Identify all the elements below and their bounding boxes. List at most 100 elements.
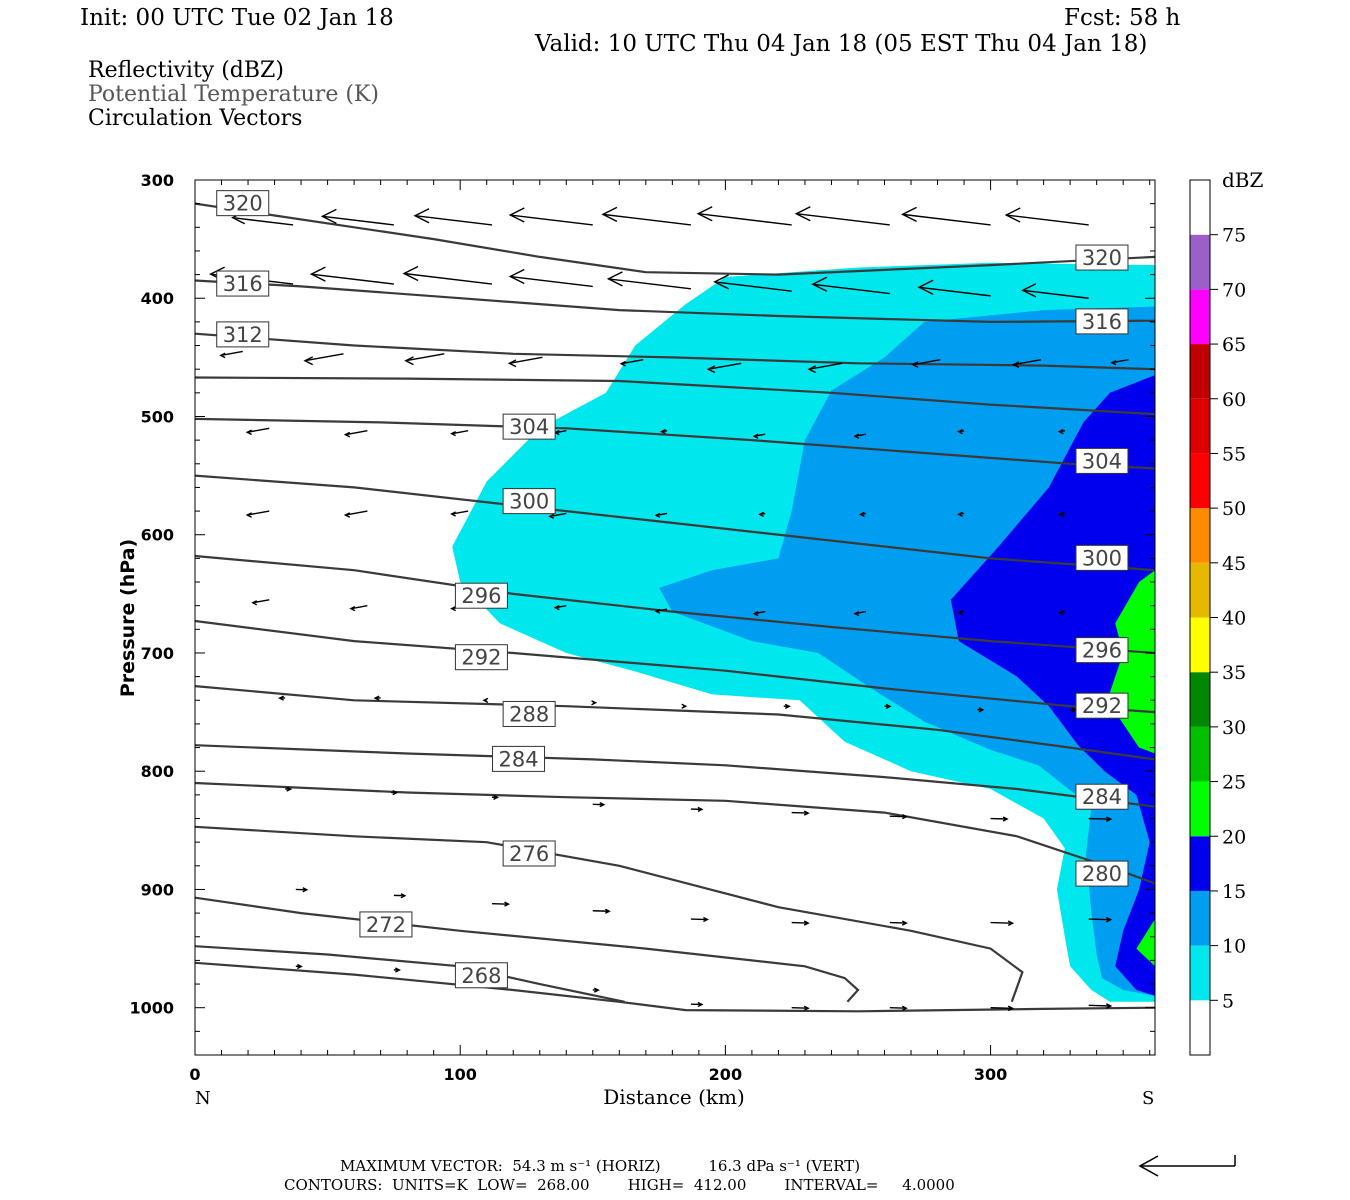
circulation-vector (245, 427, 270, 436)
circulation-vector (373, 695, 381, 701)
circulation-vector (911, 359, 941, 369)
circulation-vector (1088, 916, 1113, 923)
y-tick-label: 700 (141, 644, 174, 663)
colorbar-level-label: 65 (1222, 334, 1246, 356)
svg-text:296: 296 (1082, 639, 1122, 663)
colorbar-bin (1190, 562, 1210, 618)
colorbar-level-label: 35 (1222, 662, 1246, 684)
circulation-vector (791, 920, 810, 926)
svg-text:276: 276 (509, 842, 549, 866)
y-tick-label: 600 (141, 526, 174, 545)
circulation-vector (807, 362, 843, 374)
circulation-vector (592, 987, 600, 993)
colorbar-level-label: 40 (1222, 608, 1246, 630)
plot-frame (194, 179, 1156, 1056)
reflectivity-field-label: Reflectivity (dBZ) (88, 58, 284, 83)
theta-field-label: Potential Temperature (K) (88, 82, 379, 107)
circulation-vector (956, 511, 965, 518)
x-tick-label: 100 (443, 1065, 476, 1084)
theta-contour-292 (195, 619, 1155, 714)
contour-label-300-0: 300 (502, 488, 556, 515)
valid-time: Valid: 10 UTC Thu 04 Jan 18 (05 EST Thu … (535, 31, 1148, 57)
circulation-vector (507, 356, 543, 368)
theta-contour-308 (195, 376, 1155, 416)
svg-text:304: 304 (1082, 449, 1122, 473)
circulation-vector (553, 604, 567, 611)
svg-text:320: 320 (223, 192, 263, 216)
circulation-vector (654, 608, 668, 614)
circulation-vector (251, 599, 270, 606)
theta-contour-268 (195, 945, 625, 1003)
theta-contour-272 (195, 896, 860, 1003)
circulation-vector (482, 697, 489, 703)
contour-labels: 320 320 316 316 312 304 304 300 300 296 296 292 292 2… (216, 190, 1129, 989)
circulation-vector (889, 814, 908, 820)
circulation-vector (752, 433, 766, 439)
colorbar: 5 10 15 20 25 30 35 40 45 50 55 60 65 70 75 (1189, 179, 1246, 1056)
circulation-vector (195, 220, 196, 222)
svg-text:280: 280 (1082, 862, 1122, 886)
circulation-vector (450, 510, 469, 517)
circulation-vector (1004, 207, 1089, 226)
colorbar-bin (1190, 344, 1210, 399)
circulation-vector (1057, 609, 1065, 616)
svg-text:312: 312 (223, 323, 263, 347)
max-vector-text: MAXIMUM VECTOR: 54.3 m s⁻¹ (HORIZ) 16.3 … (340, 1157, 861, 1175)
x-tick-label: 300 (974, 1065, 1007, 1084)
contour-label-288-0: 288 (502, 700, 556, 727)
svg-text:316: 316 (223, 272, 263, 296)
contour-label-276-0: 276 (502, 840, 556, 867)
contour-label-268-0: 268 (454, 962, 508, 989)
circulation-vector (1110, 359, 1129, 366)
circulation-vector (901, 206, 991, 226)
circulation-vector (990, 920, 1015, 927)
theta-contour-312 (195, 332, 1155, 371)
colorbar-level-label: 5 (1222, 990, 1234, 1012)
svg-text:272: 272 (366, 913, 406, 937)
circulation-vector (343, 429, 368, 438)
contour-info-text: CONTOURS: UNITS=K LOW= 268.00 HIGH= 412.… (284, 1176, 955, 1194)
y-tick-labels: 300 400 500 600 700 800 900 1000 (129, 171, 174, 1018)
circulation-vector (956, 429, 965, 435)
colorbar-level-label: 50 (1222, 498, 1246, 520)
circulation-vector (853, 433, 867, 439)
colorbar-level-label: 45 (1222, 553, 1246, 575)
circulation-vector (706, 362, 742, 374)
circulation-vector (794, 206, 890, 226)
south-label: S (1142, 1088, 1154, 1109)
forecast-hour: Fcst: 58 h (1064, 5, 1181, 31)
contour-label-280-0: 280 (1075, 860, 1129, 887)
colorbar-level-label: 25 (1222, 772, 1246, 794)
colorbar-bin (1190, 836, 1210, 891)
circulation-vector (619, 359, 644, 367)
circulation-vector (1088, 816, 1113, 822)
circulation-vector (601, 206, 691, 226)
contour-label-320-0: 320 (216, 190, 270, 217)
circulation-vectors (195, 206, 1129, 1012)
contour-label-300-1: 300 (1075, 544, 1129, 571)
reflectivity-region-10-1 (659, 306, 1155, 996)
svg-text:268: 268 (461, 964, 501, 988)
colorbar-bin (1190, 781, 1210, 837)
circulation-vector (393, 893, 407, 899)
contour-label-272-0: 272 (359, 911, 413, 938)
circulation-vector (303, 353, 344, 366)
contour-label-304-0: 304 (502, 413, 556, 440)
init-time: Init: 00 UTC Tue 02 Jan 18 (80, 5, 394, 31)
theta-contour-276 (195, 825, 1024, 1003)
x-tick-label: 200 (709, 1065, 742, 1084)
circulation-vector (508, 207, 593, 226)
svg-text:300: 300 (1082, 546, 1122, 570)
circulation-vector (219, 350, 243, 359)
colorbar-level-label: 15 (1222, 881, 1246, 903)
circulation-vector (391, 790, 399, 796)
contour-label-284-0: 284 (492, 745, 546, 772)
theta-contour-14 (195, 961, 1155, 1013)
y-tick-label: 300 (141, 171, 174, 190)
circulation-vector (343, 510, 368, 518)
colorbar-bin (1190, 726, 1210, 782)
circulation-vector (295, 887, 309, 893)
circulation-vector (606, 271, 691, 290)
circulation-vector (690, 1001, 704, 1008)
